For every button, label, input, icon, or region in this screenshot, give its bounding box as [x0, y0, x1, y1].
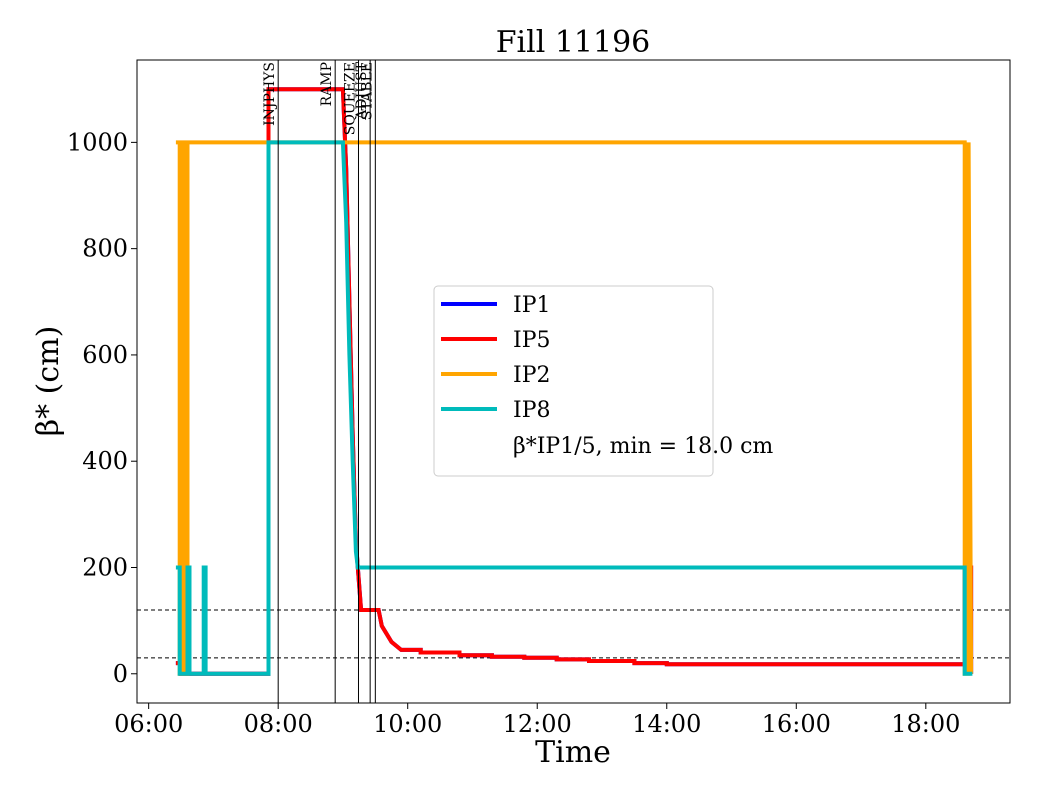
x-axis-label: Time	[535, 735, 611, 770]
ticks-layer: 06:00 08:00 10:00 12:00 14:00 16:00 18:00 0 200 4…	[67, 128, 960, 738]
y-tick-label: 1000	[67, 128, 128, 156]
legend-items: IP1 IP5 IP2 IP8	[441, 293, 551, 423]
phase-label-ramp: RAMP	[319, 62, 335, 106]
phase-label-stable: STABLE	[359, 62, 375, 120]
legend-note: β*IP1/5, min = 18.0 cm	[513, 434, 773, 459]
x-tick-label: 08:00	[244, 710, 313, 738]
y-axis-label: β* (cm)	[31, 326, 66, 437]
legend-label-ip1: IP1	[513, 293, 551, 318]
x-tick-label: 12:00	[503, 710, 572, 738]
chart-title: Fill 11196	[496, 25, 651, 60]
y-tick-label: 200	[82, 553, 128, 581]
x-tick-label: 10:00	[373, 710, 442, 738]
x-tick-label: 14:00	[632, 710, 701, 738]
y-tick-label: 600	[82, 341, 128, 369]
series-line-ip5	[175, 87, 974, 676]
y-tick-label: 0	[113, 660, 128, 688]
plot-frame	[136, 59, 1011, 704]
y-tick-label: 800	[82, 235, 128, 263]
phase-label-squeeze: SQUEEZE	[343, 62, 359, 135]
x-tick-label: 16:00	[762, 710, 831, 738]
series-line-ip8	[175, 140, 973, 676]
phase-label-adjust: ADJUST	[354, 61, 370, 120]
phase-label-injphys: INJPHYS	[262, 62, 278, 126]
legend-label-ip5: IP5	[513, 328, 551, 353]
legend-label-ip8: IP8	[513, 398, 551, 423]
legend: IP1 IP5 IP2 IP8 β*IP1/5, min = 18.0 cm	[433, 285, 773, 477]
legend-label-ip2: IP2	[513, 363, 551, 388]
x-tick-label: 06:00	[114, 710, 183, 738]
legend-box	[433, 285, 714, 477]
x-tick-label: 18:00	[891, 710, 960, 738]
y-tick-label: 400	[82, 447, 128, 475]
